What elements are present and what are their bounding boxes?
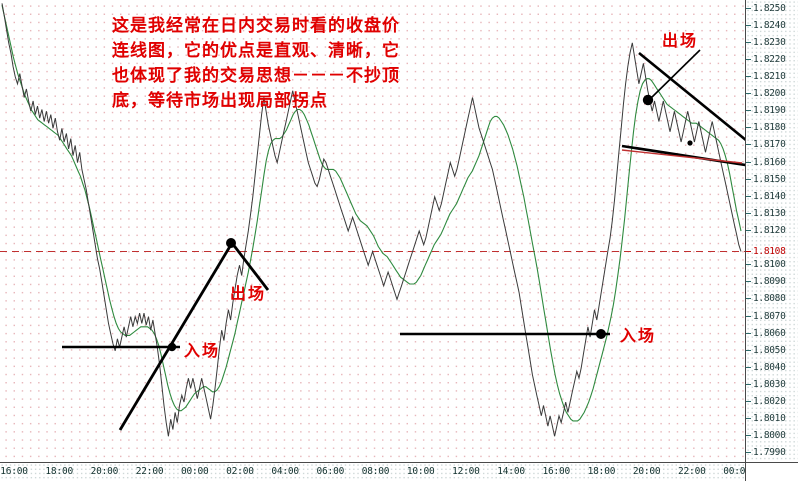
- time-tick: 08:00: [361, 466, 390, 477]
- price-tick: 1.8070: [746, 311, 786, 322]
- time-tick: 22:00: [135, 466, 164, 477]
- price-tick: 1.8190: [746, 106, 786, 116]
- entry-marker-1: [167, 342, 177, 352]
- price-tick: 1.8210: [746, 72, 786, 82]
- time-tick: 06:00: [316, 466, 345, 477]
- price-tick: 1.8090: [746, 277, 786, 287]
- entry-label-2: 入场: [620, 326, 657, 345]
- price-tick: 1.8060: [746, 328, 786, 339]
- price-tick: 1.8160: [746, 157, 786, 168]
- time-tick: 04:00: [271, 466, 299, 477]
- time-tick: 12:00: [452, 466, 480, 477]
- price-tick: 1.8220: [746, 54, 786, 65]
- price-tick: 1.8030: [746, 380, 786, 390]
- exit-label-1: 出场: [230, 284, 267, 303]
- time-tick: 00:00: [723, 466, 745, 477]
- exit-label-2: 出场: [662, 31, 699, 50]
- commentary-annotation: 这是我经常在日内交易时看的收盘价 连线图，它的优点是直观、清晰，它 也体现了我的…: [112, 16, 400, 111]
- exit-pointer-2: [648, 49, 701, 101]
- axis-corner: [745, 462, 798, 481]
- price-tick: 1.8250: [746, 3, 786, 14]
- price-tick: 1.8180: [746, 123, 786, 133]
- chart-canvas: [0, 3, 745, 437]
- exit-marker-1: [226, 238, 236, 248]
- wedge-lower-line-red: [621, 149, 743, 164]
- moving-average-line: [1, 4, 742, 422]
- price-scale-axis[interactable]: 1.8250 1.8240 1.8230 1.8220 1.8210 1.8200 1.81…: [745, 0, 798, 462]
- chart-plot-area[interactable]: [0, 0, 745, 462]
- time-tick: 14:00: [497, 466, 525, 477]
- price-tick: 1.8050: [746, 345, 786, 356]
- time-tick: 00:00: [180, 466, 209, 477]
- time-scale-axis[interactable]: 16:00 18:00 20:00 22:00 00:00 02:00 04:00 06:00…: [0, 462, 745, 481]
- price-tick: 1.7990: [746, 448, 786, 458]
- price-tick: 1.8170: [746, 140, 786, 150]
- time-tick: 20:00: [632, 466, 661, 477]
- entry-trendline-1: [118, 242, 234, 431]
- price-tick: 1.8100: [746, 260, 786, 270]
- exit-pointer-1: [230, 242, 270, 291]
- price-tick: 1.8240: [746, 20, 786, 31]
- price-tick: 1.8080: [746, 294, 786, 304]
- current-price-tick: 1.8108: [746, 246, 786, 257]
- price-tick: 1.8020: [746, 397, 786, 407]
- price-tick: 1.8130: [746, 208, 786, 219]
- entry-marker-2: [596, 329, 606, 339]
- time-tick: 02:00: [226, 466, 254, 477]
- price-tick: 1.8230: [746, 37, 786, 48]
- time-tick: 18:00: [45, 466, 73, 477]
- close-price-line: [1, 3, 742, 437]
- time-tick: 10:00: [406, 466, 435, 477]
- wedge-upper-line: [638, 51, 745, 141]
- time-tick: 18:00: [587, 466, 616, 477]
- price-tick: 1.8150: [746, 174, 786, 185]
- time-tick: 16:00: [542, 466, 571, 477]
- wedge-lower-line: [621, 144, 745, 167]
- price-tick: 1.8200: [746, 89, 786, 99]
- price-tick: 1.8010: [746, 414, 786, 424]
- wedge-inner-marker: [687, 140, 693, 146]
- time-tick: 20:00: [90, 466, 119, 477]
- price-tick: 1.8040: [746, 362, 786, 373]
- price-tick: 1.8000: [746, 431, 786, 441]
- time-tick: 16:00: [0, 466, 28, 477]
- exit-marker-2: [642, 94, 654, 106]
- price-tick: 1.8120: [746, 226, 786, 236]
- price-tick: 1.8140: [746, 191, 786, 202]
- time-tick: 22:00: [678, 466, 706, 477]
- entry-label-1: 入场: [184, 341, 221, 360]
